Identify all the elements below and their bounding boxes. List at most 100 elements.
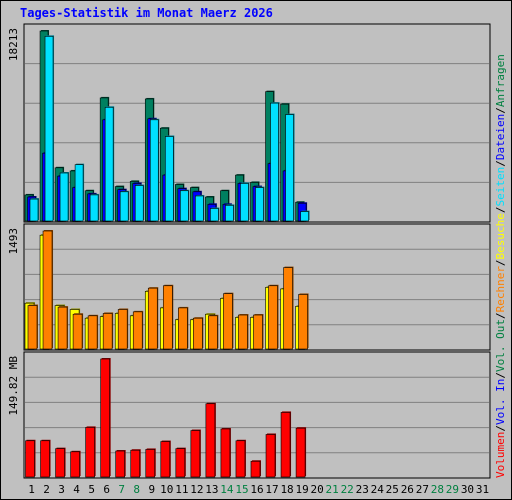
- bar-seiten-day-2: [44, 36, 54, 222]
- bar-rechner-day-6: [102, 313, 113, 350]
- bar-rechner-day-3: [57, 306, 68, 350]
- panel-1-max-label: 18213: [7, 28, 20, 61]
- bar-seiten-day-12: [195, 195, 204, 222]
- x-tick-day-13: 13: [205, 483, 218, 496]
- bar-rechner-day-17: [268, 285, 278, 350]
- legend-entry: Volumen: [494, 432, 507, 478]
- bar-volumen-day-8: [130, 449, 141, 478]
- legend-entry: Besuche: [494, 213, 507, 259]
- bar-rechner-day-4: [72, 313, 83, 350]
- x-tick-day-27: 27: [416, 483, 429, 496]
- bar-volumen-day-12: [190, 430, 201, 478]
- x-tick-day-26: 26: [401, 483, 414, 496]
- bar-volumen-day-16: [250, 460, 261, 478]
- x-tick-day-18: 18: [280, 483, 293, 496]
- bar-seiten-day-3: [59, 172, 69, 222]
- bar-volumen-day-13: [205, 403, 216, 478]
- bar-volumen-day-4: [70, 451, 80, 478]
- bar-seiten-day-18: [285, 114, 294, 222]
- x-tick-day-23: 23: [356, 483, 369, 496]
- bar-rechner-day-16: [253, 314, 263, 350]
- x-tick-day-12: 12: [190, 483, 203, 496]
- bar-volumen-day-9: [145, 449, 156, 478]
- panel-2-max-label: 1493: [7, 228, 20, 255]
- x-tick-day-22: 22: [341, 483, 354, 496]
- x-tick-day-4: 4: [73, 483, 80, 496]
- bar-rechner-day-13: [208, 315, 218, 350]
- x-tick-day-19: 19: [295, 483, 308, 496]
- x-tick-day-15: 15: [235, 483, 248, 496]
- x-tick-day-2: 2: [43, 483, 50, 496]
- bar-rechner-day-7: [117, 309, 128, 350]
- x-tick-day-24: 24: [371, 483, 385, 496]
- bar-volumen-day-18: [280, 412, 291, 478]
- bar-volumen-day-6: [100, 358, 110, 478]
- legend-entry: /: [494, 259, 507, 266]
- bar-seiten-day-15: [240, 183, 249, 222]
- legend-entry: /: [494, 206, 507, 213]
- x-tick-day-9: 9: [148, 483, 155, 496]
- legend: Volumen/Vol. In/Vol. Out/Rechner/Besuche…: [494, 54, 507, 478]
- legend-entry: Anfragen: [494, 54, 507, 107]
- bar-seiten-day-16: [255, 187, 264, 222]
- bar-rechner-day-8: [132, 311, 143, 350]
- legend-entry: /: [494, 372, 507, 379]
- x-tick-day-25: 25: [386, 483, 399, 496]
- bar-seiten-day-10: [164, 136, 174, 222]
- bar-seiten-day-4: [74, 164, 84, 222]
- legend-entry: Vol. Out: [494, 319, 507, 372]
- x-tick-day-30: 30: [461, 483, 474, 496]
- chart-title: Tages-Statistik im Monat Maerz 2026: [20, 6, 273, 20]
- bar-rechner-day-5: [87, 315, 98, 350]
- bar-seiten-day-5: [89, 194, 99, 222]
- x-tick-day-31: 31: [476, 483, 489, 496]
- bar-rechner-day-19: [298, 294, 308, 350]
- bar-seiten-day-11: [180, 190, 189, 222]
- bar-seiten-day-9: [149, 119, 159, 222]
- bar-rechner-day-10: [162, 285, 173, 350]
- legend-entry: Dateien: [494, 114, 507, 160]
- x-tick-day-17: 17: [265, 483, 278, 496]
- legend-entry: /: [494, 107, 507, 114]
- bar-volumen-day-5: [85, 427, 95, 478]
- bar-rechner-day-12: [193, 317, 203, 350]
- bar-seiten-day-1: [29, 198, 39, 222]
- bar-volumen-day-17: [265, 434, 276, 478]
- bar-rechner-day-11: [178, 307, 188, 350]
- bar-rechner-day-18: [283, 267, 293, 350]
- bar-seiten-day-19: [300, 211, 309, 222]
- bar-volumen-day-14: [220, 428, 231, 478]
- x-tick-day-14: 14: [220, 483, 234, 496]
- x-tick-day-11: 11: [175, 483, 188, 496]
- bar-volumen-day-2: [40, 440, 50, 478]
- bar-seiten-day-6: [104, 106, 114, 222]
- x-tick-day-8: 8: [133, 483, 140, 496]
- x-tick-day-5: 5: [88, 483, 95, 496]
- bar-seiten-day-7: [119, 191, 129, 222]
- bar-rechner-day-15: [238, 314, 248, 350]
- x-tick-day-1: 1: [28, 483, 35, 496]
- bar-volumen-day-1: [25, 440, 35, 478]
- legend-entry: /: [494, 425, 507, 432]
- bar-volumen-day-10: [160, 441, 171, 478]
- bar-rechner-day-14: [223, 293, 233, 350]
- bar-seiten-day-17: [270, 102, 279, 222]
- bar-volumen-day-19: [295, 427, 306, 478]
- legend-entry: Rechner: [494, 266, 507, 313]
- bar-seiten-day-13: [210, 208, 219, 222]
- bar-volumen-day-3: [55, 448, 65, 478]
- bar-seiten-day-8: [134, 185, 144, 222]
- bar-rechner-day-2: [42, 230, 53, 350]
- x-tick-day-29: 29: [446, 483, 459, 496]
- bar-volumen-day-7: [115, 450, 125, 478]
- x-tick-day-20: 20: [311, 483, 324, 496]
- x-tick-day-10: 10: [160, 483, 173, 496]
- legend-entry: Vol. In: [494, 379, 507, 425]
- panel-3-max-label: 149.82 MB: [7, 356, 20, 416]
- bar-rechner-day-9: [147, 287, 158, 350]
- bar-volumen-day-15: [235, 440, 246, 478]
- x-tick-day-21: 21: [326, 483, 339, 496]
- x-tick-day-16: 16: [250, 483, 263, 496]
- legend-entry: /: [494, 312, 507, 319]
